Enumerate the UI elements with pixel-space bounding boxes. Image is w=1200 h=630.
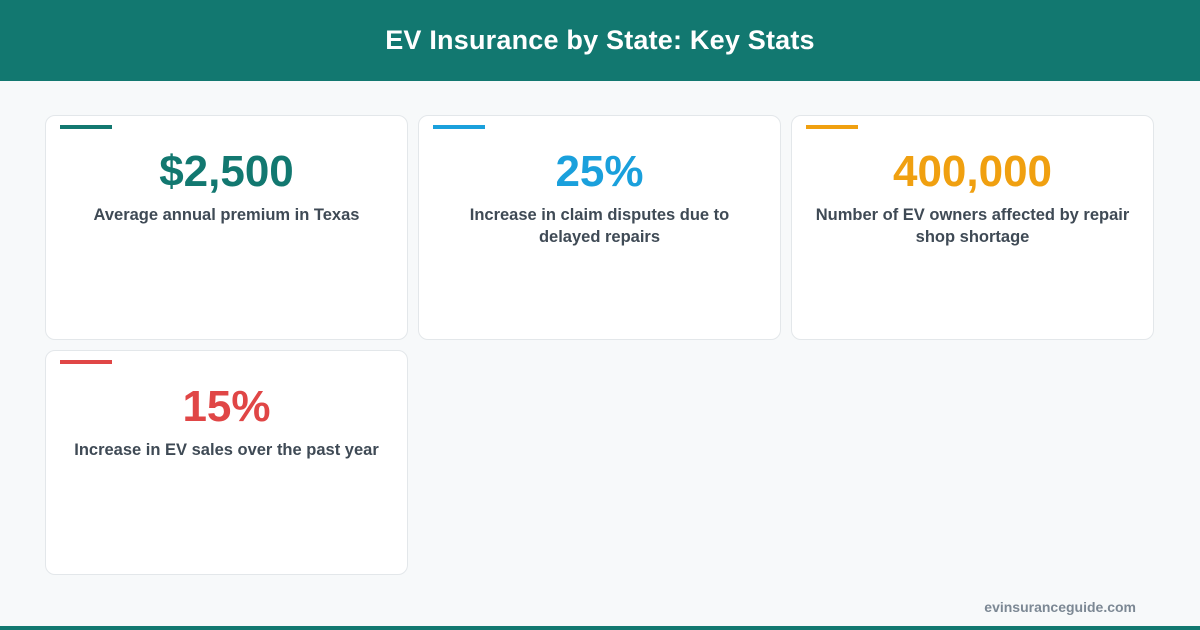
stat-value: $2,500 — [159, 147, 294, 196]
stat-label: Increase in claim disputes due to delaye… — [469, 206, 730, 246]
card-accent-bar — [806, 125, 858, 129]
stat-value: 15% — [182, 382, 271, 431]
bottom-accent-bar — [0, 626, 1200, 630]
card-accent-bar — [60, 360, 112, 364]
card-accent-bar — [60, 125, 112, 129]
stat-card-claim-disputes: 25% Increase in claim disputes due to de… — [418, 115, 781, 340]
header-banner: EV Insurance by State: Key Stats — [0, 0, 1200, 81]
stat-value: 25% — [555, 147, 644, 196]
stat-card-ev-sales: 15% Increase in EV sales over the past y… — [45, 350, 408, 575]
footer-site-url[interactable]: evinsuranceguide.com — [984, 599, 1136, 615]
stat-label: Number of EV owners affected by repair s… — [815, 206, 1130, 246]
stat-label: Increase in EV sales over the past year — [74, 441, 379, 459]
stat-value: 400,000 — [892, 147, 1053, 196]
card-accent-bar — [433, 125, 485, 129]
stat-label: Average annual premium in Texas — [93, 206, 360, 224]
stat-card-ev-owners: 400,000 Number of EV owners affected by … — [791, 115, 1154, 340]
page-title: EV Insurance by State: Key Stats — [385, 25, 815, 55]
stat-card-premium: $2,500 Average annual premium in Texas — [45, 115, 408, 340]
